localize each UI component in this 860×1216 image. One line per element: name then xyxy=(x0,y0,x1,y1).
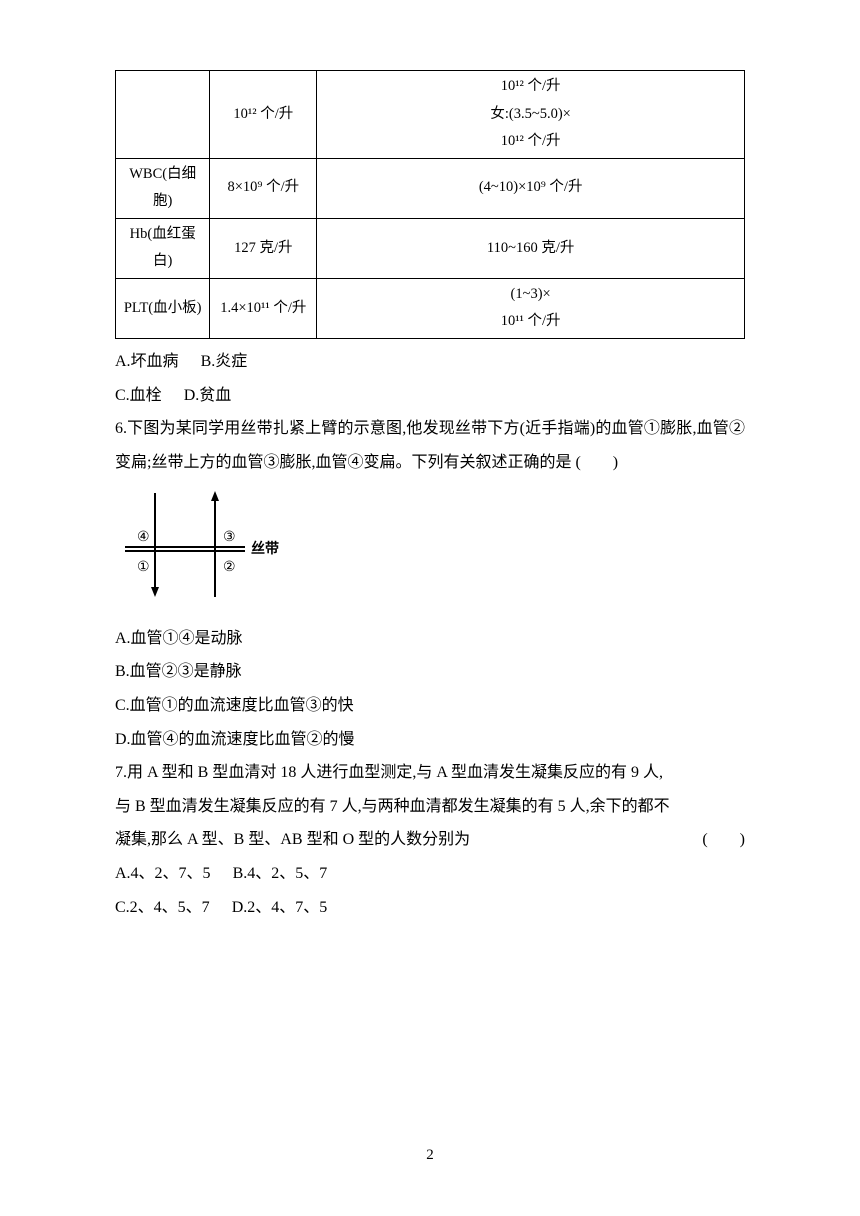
q7-stem-line2: 与 B 型血清发生凝集反应的有 7 人,与两种血清都发生凝集的有 5 人,余下的… xyxy=(115,790,745,824)
table-row: 10¹² 个/升 10¹² 个/升 女:(3.5~5.0)× 10¹² 个/升 xyxy=(116,71,745,159)
q7-stem-line3-left: 凝集,那么 A 型、B 型、AB 型和 O 型的人数分别为 xyxy=(115,823,470,857)
cell-line: 110~160 克/升 xyxy=(321,235,740,263)
q6-diagram: ④ ③ ① ② 丝带 xyxy=(115,485,285,605)
q6-option-d: D.血管④的血流速度比血管②的慢 xyxy=(115,723,745,757)
q6-option-c: C.血管①的血流速度比血管③的快 xyxy=(115,689,745,723)
blood-test-table: 10¹² 个/升 10¹² 个/升 女:(3.5~5.0)× 10¹² 个/升 … xyxy=(115,70,745,339)
cell-line: (4~10)×10⁹ 个/升 xyxy=(321,174,740,202)
cell-line: 10¹² 个/升 xyxy=(321,73,740,101)
label-3: ③ xyxy=(223,530,236,545)
label-1: ① xyxy=(137,560,150,575)
table-row: WBC(白细胞) 8×10⁹ 个/升 (4~10)×10⁹ 个/升 xyxy=(116,158,745,218)
cell-line: 女:(3.5~5.0)× xyxy=(321,101,740,129)
option-b: B.4、2、5、7 xyxy=(233,865,328,882)
page-content: 10¹² 个/升 10¹² 个/升 女:(3.5~5.0)× 10¹² 个/升 … xyxy=(0,0,860,974)
page-number: 2 xyxy=(0,1147,860,1164)
label-ribbon: 丝带 xyxy=(251,540,279,557)
table-row: Hb(血红蛋白) 127 克/升 110~160 克/升 xyxy=(116,218,745,278)
cell-result: 127 克/升 xyxy=(210,218,317,278)
label-4: ④ xyxy=(137,530,150,545)
q7-stem-line1: 7.用 A 型和 B 型血清对 18 人进行血型测定,与 A 型血清发生凝集反应… xyxy=(115,756,745,790)
q6-stem: 6.下图为某同学用丝带扎紧上臂的示意图,他发现丝带下方(近手指端)的血管①膨胀,… xyxy=(115,412,745,479)
cell-range: (1~3)× 10¹¹ 个/升 xyxy=(317,278,745,338)
cell-item: PLT(血小板) xyxy=(116,278,210,338)
q7-stem-line3-right: ( ) xyxy=(702,823,745,857)
option-d: D.贫血 xyxy=(184,387,232,404)
option-c: C.血栓 xyxy=(115,387,162,404)
label-2: ② xyxy=(223,560,236,575)
cell-result: 8×10⁹ 个/升 xyxy=(210,158,317,218)
q7-stem-line3: 凝集,那么 A 型、B 型、AB 型和 O 型的人数分别为 ( ) xyxy=(115,823,745,857)
option-a: A.4、2、7、5 xyxy=(115,865,211,882)
option-d: D.2、4、7、5 xyxy=(232,899,328,916)
cell-result: 1.4×10¹¹ 个/升 xyxy=(210,278,317,338)
q7-options-line2: C.2、4、5、7 D.2、4、7、5 xyxy=(115,891,745,925)
cell-range: 10¹² 个/升 女:(3.5~5.0)× 10¹² 个/升 xyxy=(317,71,745,159)
q5-options-line1: A.坏血病 B.炎症 xyxy=(115,345,745,379)
arrow-up-icon xyxy=(211,491,219,501)
cell-item xyxy=(116,71,210,159)
cell-line: 10¹¹ 个/升 xyxy=(321,308,740,336)
table-row: PLT(血小板) 1.4×10¹¹ 个/升 (1~3)× 10¹¹ 个/升 xyxy=(116,278,745,338)
q6-option-b: B.血管②③是静脉 xyxy=(115,655,745,689)
q6-option-a: A.血管①④是动脉 xyxy=(115,622,745,656)
q5-options-line2: C.血栓 D.贫血 xyxy=(115,379,745,413)
q7-options-line1: A.4、2、7、5 B.4、2、5、7 xyxy=(115,857,745,891)
cell-result: 10¹² 个/升 xyxy=(210,71,317,159)
option-b: B.炎症 xyxy=(201,353,248,370)
arrow-down-icon xyxy=(151,587,159,597)
cell-range: (4~10)×10⁹ 个/升 xyxy=(317,158,745,218)
cell-line: 10¹² 个/升 xyxy=(321,128,740,156)
cell-item: Hb(血红蛋白) xyxy=(116,218,210,278)
option-c: C.2、4、5、7 xyxy=(115,899,210,916)
cell-range: 110~160 克/升 xyxy=(317,218,745,278)
cell-line: (1~3)× xyxy=(321,281,740,309)
cell-item: WBC(白细胞) xyxy=(116,158,210,218)
option-a: A.坏血病 xyxy=(115,353,179,370)
